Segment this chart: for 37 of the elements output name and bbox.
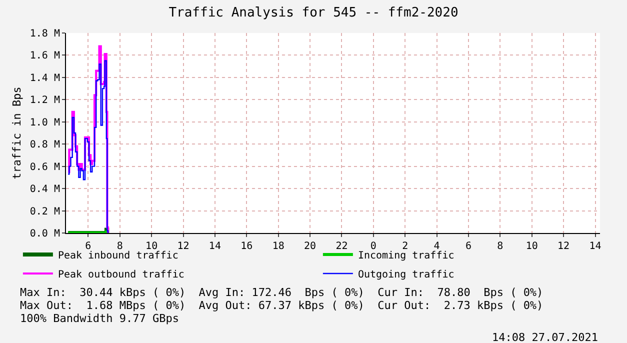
legend-label: Peak outbound traffic	[58, 269, 184, 280]
x-tick-label: 14	[589, 241, 602, 252]
text: 14:08 27.07.2021	[492, 331, 598, 343]
x-tick-label: 10	[526, 241, 538, 252]
legend-label: Incoming traffic	[358, 250, 454, 262]
x-tick-label: 12	[177, 241, 190, 252]
y-tick-label: 0.2 M	[30, 206, 60, 218]
y-tick-label: 1.6 M	[30, 50, 60, 62]
x-tick-label: 10	[146, 241, 158, 252]
text: Max In: 30.44 kBps ( 0%) Avg In: 172.46 Bps ( 0%) Cur In: 78.80 Bps ( 0%)	[20, 286, 544, 299]
x-tick-label: 12	[558, 241, 570, 252]
y-tick-label: 0.4 M	[30, 184, 60, 196]
x-tick-label: 16	[240, 241, 253, 252]
x-tick-label: 8	[497, 241, 504, 252]
text: 100% Bandwidth 9.77 GBps	[20, 312, 179, 325]
x-tick-label: 4	[434, 241, 440, 252]
y-tick-label: 1.4 M	[30, 72, 60, 84]
x-tick-label: 8	[116, 241, 123, 252]
y-tick-label: 1.2 M	[30, 95, 60, 106]
x-tick-label: 6	[465, 241, 472, 252]
x-tick-label: 18	[272, 241, 284, 252]
y-axis-title: traffic in Bps	[10, 86, 24, 180]
x-tick-label: 22	[336, 241, 348, 252]
x-tick-label: 0	[370, 241, 376, 252]
chart-title: Traffic Analysis for 545 -- ffm2-2020	[168, 6, 458, 21]
y-tick-label: 0.0 M	[30, 228, 60, 240]
y-tick-label: 0.8 M	[30, 140, 60, 151]
legend-label: Outgoing traffic	[358, 269, 454, 280]
x-tick-label: 14	[208, 241, 221, 252]
legend-label: Peak inbound traffic	[58, 250, 178, 262]
y-tick-label: 1.0 M	[30, 117, 60, 128]
x-tick-label: 2	[402, 241, 408, 252]
text: Max Out: 1.68 MBps ( 0%) Avg Out: 67.37 kBps ( 0%) Cur Out: 2.73 kBps ( 0%)	[20, 299, 544, 312]
x-tick-label: 6	[85, 241, 92, 252]
y-tick-label: 1.8 M	[30, 28, 60, 40]
x-tick-label: 20	[304, 241, 316, 252]
y-tick-label: 0.6 M	[30, 162, 60, 173]
